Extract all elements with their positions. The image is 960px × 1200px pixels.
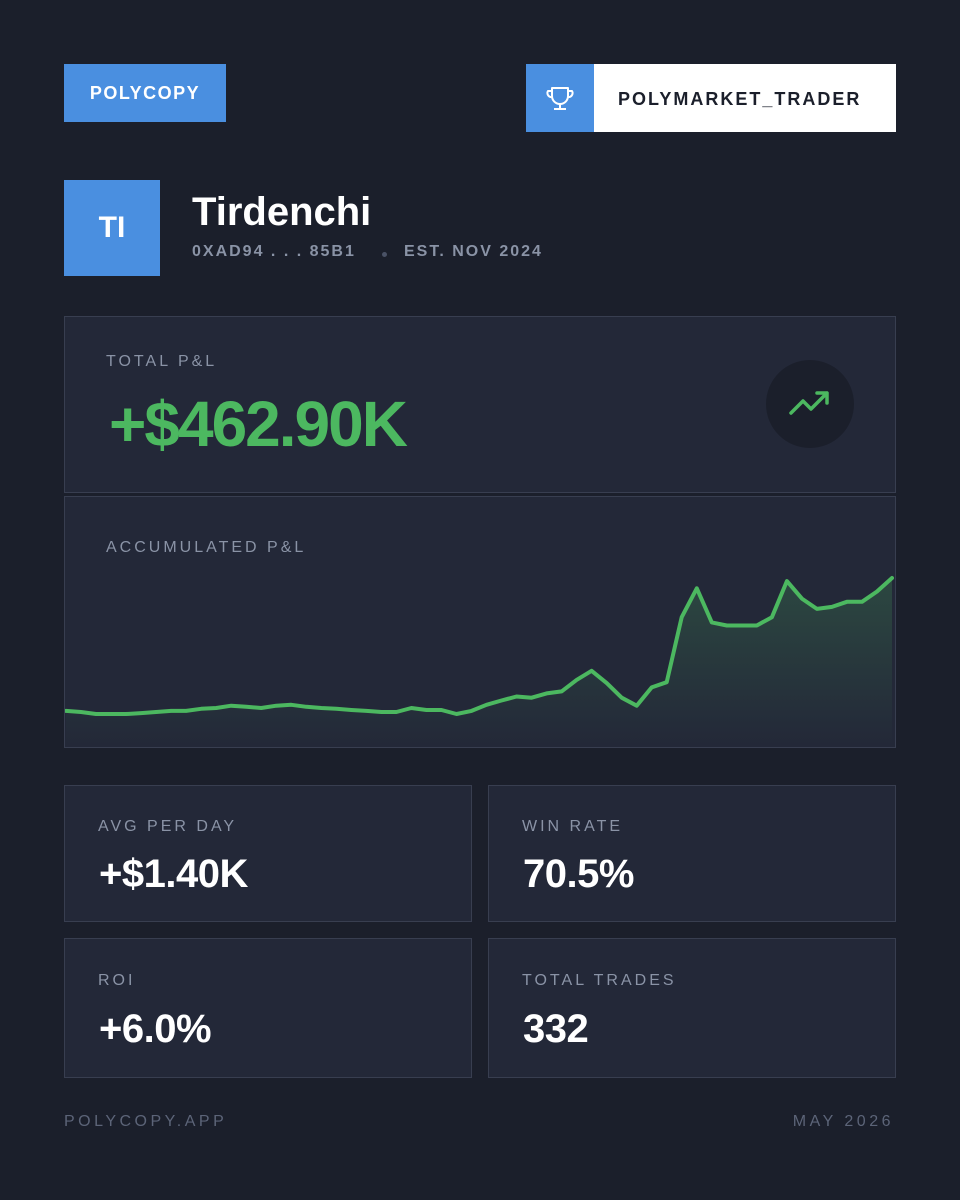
- chart: [65, 576, 894, 746]
- stat-label: AVG PER DAY: [98, 818, 238, 835]
- trophy-icon: [546, 87, 574, 110]
- stat-value: +6.0%: [99, 1007, 212, 1051]
- stat-label: ROI: [98, 972, 136, 989]
- line: [65, 576, 894, 716]
- stat-value: +$1.40K: [99, 852, 248, 896]
- initials: TI: [98, 211, 126, 244]
- trend-icon: [766, 360, 854, 448]
- chart-title: ACCUMULATED P&L: [106, 539, 307, 556]
- brand: POLYCOPY: [89, 82, 201, 103]
- avatar: TI: [64, 180, 160, 276]
- badge: POLYMARKET_TRADER: [526, 64, 896, 132]
- stat-card: ROI +6.0%: [64, 938, 472, 1078]
- separator-dot: [382, 252, 387, 257]
- total-pnl-value: +$462.90K: [109, 388, 408, 460]
- total-pnl-card: TOTAL P&L +$462.90K: [64, 316, 896, 493]
- total-pnl-label: TOTAL P&L: [106, 353, 218, 370]
- address: 0XAD94 . . . 85B1: [192, 243, 356, 260]
- established: EST. NOV 2024: [404, 243, 543, 260]
- footer-date: MAY 2026: [792, 1113, 894, 1130]
- area: [66, 578, 892, 746]
- chart-card: ACCUMULATED P&L: [64, 496, 896, 748]
- stat-card: TOTAL TRADES 332: [488, 938, 896, 1078]
- stat-card: WIN RATE 70.5%: [488, 785, 896, 922]
- footer-site: POLYCOPY.APP: [64, 1113, 228, 1130]
- brand-box: POLYCOPY: [64, 64, 226, 122]
- badge-text: POLYMARKET_TRADER: [618, 89, 862, 109]
- badge-icon-box: [526, 64, 594, 132]
- stat-value: 332: [523, 1007, 589, 1051]
- stat-card: AVG PER DAY +$1.40K: [64, 785, 472, 922]
- stat-label: TOTAL TRADES: [522, 972, 677, 989]
- stat-value: 70.5%: [523, 852, 634, 896]
- trader-name: Tirdenchi: [192, 190, 372, 234]
- stat-label: WIN RATE: [522, 818, 624, 835]
